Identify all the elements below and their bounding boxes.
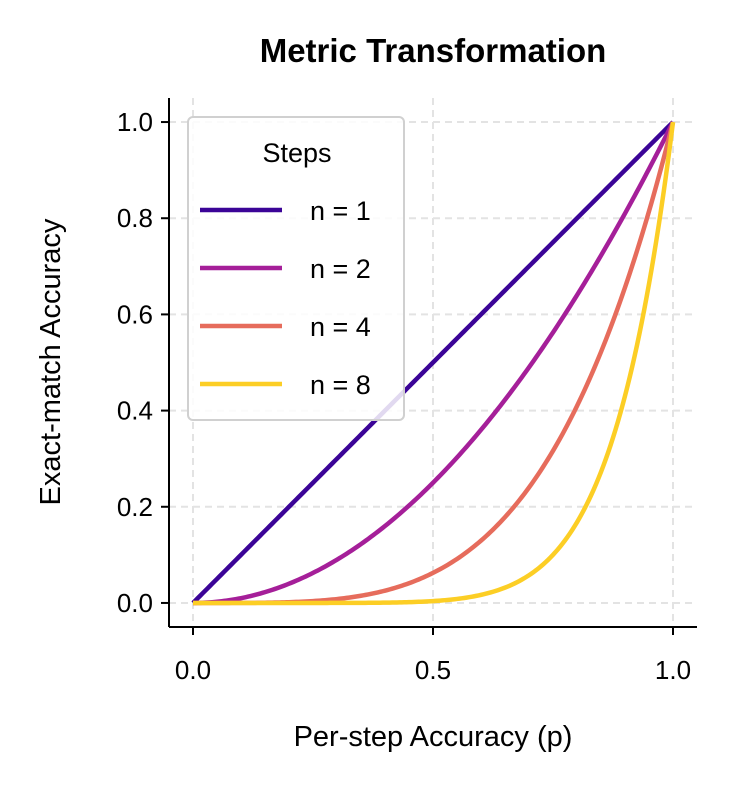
y-axis-label: Exact-match Accuracy xyxy=(35,218,67,505)
series-line-n1 xyxy=(191,120,675,605)
y-tick-label: 0.2 xyxy=(117,492,153,522)
x-tick-label: 1.0 xyxy=(655,655,691,685)
chart-title: Metric Transformation xyxy=(260,32,607,69)
curves xyxy=(191,120,676,606)
series-line-n2 xyxy=(192,121,676,606)
y-tick-label: 0.6 xyxy=(117,299,153,329)
legend-label-n4: n = 4 xyxy=(310,312,371,342)
x-tick-label: 0.0 xyxy=(175,655,211,685)
x-axis-label: Per-step Accuracy (p) xyxy=(294,721,573,753)
legend-label-n1: n = 1 xyxy=(310,196,371,226)
ticks: 0.0 0.5 1.0 0.0 0.2 0.4 0.6 0.8 1.0 xyxy=(117,107,691,685)
legend-box xyxy=(187,116,405,421)
y-tick-label: 0.0 xyxy=(117,588,153,618)
legend: Steps n = 1 n = 2 n = 4 n = 8 xyxy=(187,116,405,421)
series-line-n8 xyxy=(193,121,676,606)
y-tick-label: 0.8 xyxy=(117,203,153,233)
legend-label-n8: n = 8 xyxy=(310,370,371,400)
y-tick-label: 1.0 xyxy=(117,107,153,137)
x-tick-label: 0.5 xyxy=(415,655,451,685)
legend-label-n2: n = 2 xyxy=(310,254,371,284)
legend-title: Steps xyxy=(262,138,331,168)
y-tick-label: 0.4 xyxy=(117,396,153,426)
